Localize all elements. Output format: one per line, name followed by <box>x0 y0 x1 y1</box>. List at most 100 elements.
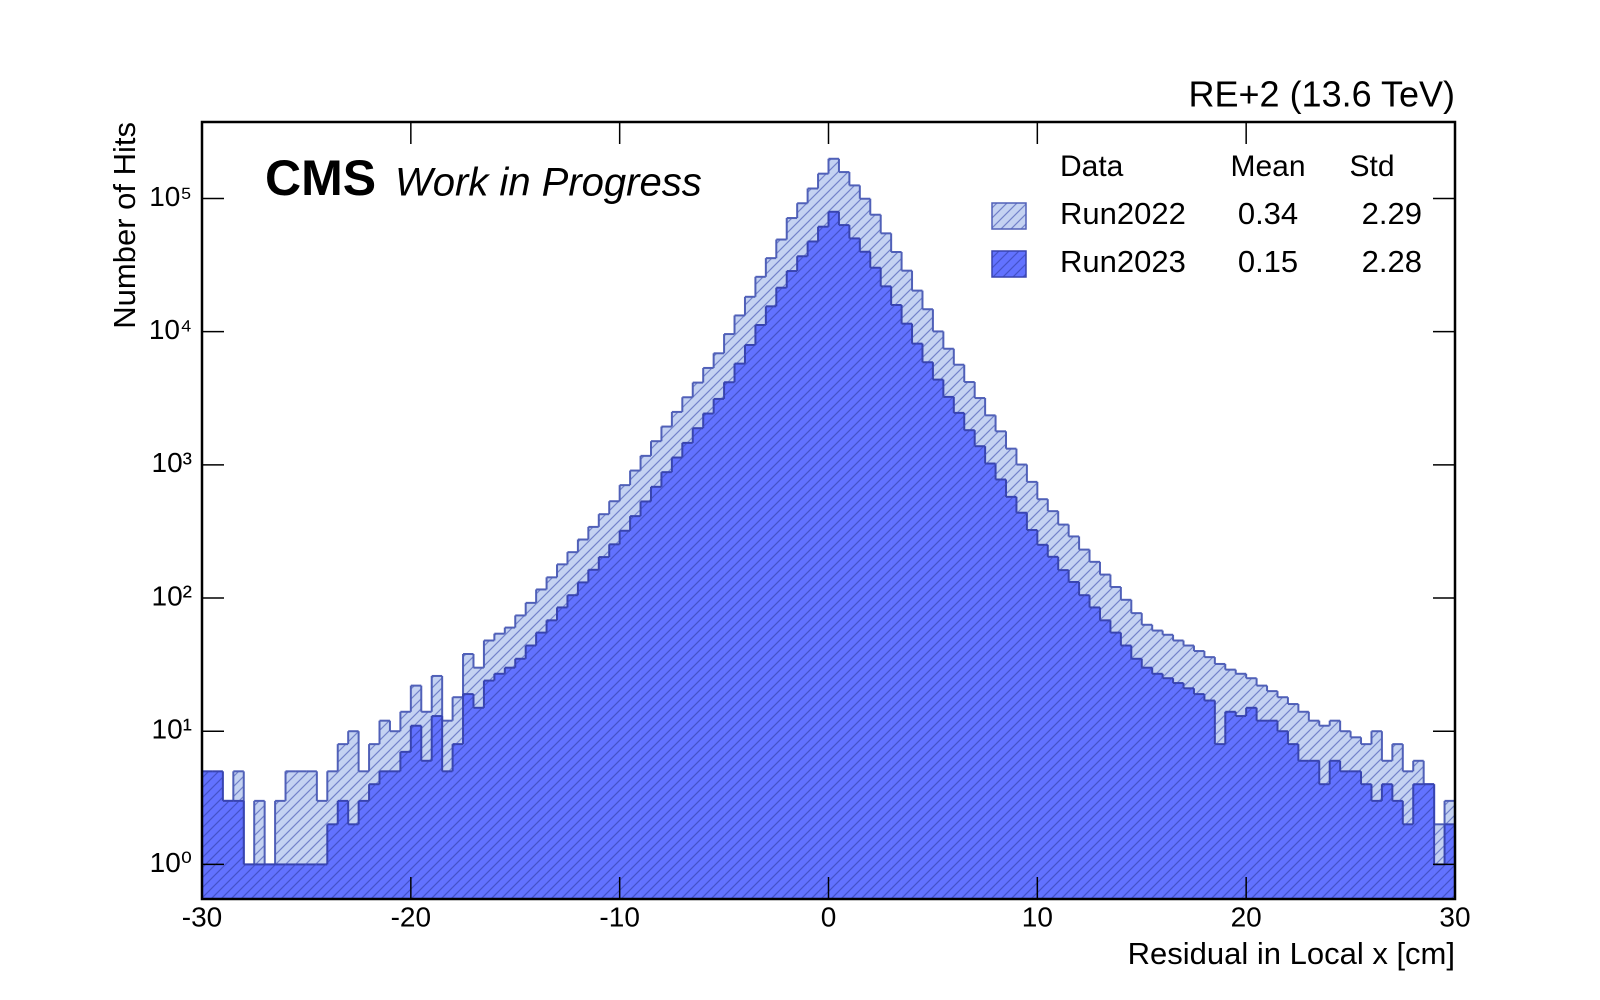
histogram-bar <box>348 731 359 899</box>
histogram-bar <box>692 428 704 899</box>
histogram-bar <box>776 287 788 899</box>
histogram-bar <box>431 716 443 899</box>
histogram-bar <box>1110 632 1122 899</box>
histogram-bar <box>1131 658 1143 899</box>
histogram-bar <box>797 256 808 899</box>
histogram-bar <box>682 442 694 899</box>
histogram-bar <box>953 412 965 899</box>
y-tick-label: 10⁵ <box>149 181 192 212</box>
histogram-bar <box>536 632 547 899</box>
histogram-bar <box>546 620 558 899</box>
histogram-bar <box>828 211 840 900</box>
histogram-bar <box>1006 496 1017 899</box>
histogram-bar <box>891 305 902 899</box>
histogram-bar <box>807 241 819 899</box>
histogram-bar <box>369 784 380 899</box>
experiment-label: CMS <box>265 150 376 206</box>
histogram-bar <box>275 864 286 899</box>
legend-header: Mean <box>1230 150 1305 183</box>
histogram-bar <box>577 582 589 899</box>
histogram-bar <box>1152 673 1163 899</box>
histogram-bar <box>859 251 871 899</box>
histogram-bar <box>1277 731 1289 899</box>
histogram-bar <box>1235 716 1247 899</box>
histogram-bar <box>1381 784 1393 899</box>
histogram-bar <box>734 363 746 899</box>
histogram-bar <box>1246 707 1257 899</box>
histogram-bar <box>744 344 756 899</box>
histogram-bar <box>442 771 453 899</box>
histogram-bar <box>964 430 975 899</box>
histogram-bar <box>1371 800 1383 899</box>
histogram-bar <box>588 569 600 899</box>
histogram-bar <box>1434 824 1445 899</box>
histogram-bar <box>275 800 286 899</box>
x-tick-label: -30 <box>182 901 222 932</box>
histogram-bar <box>650 486 662 899</box>
histogram-bar <box>295 864 307 899</box>
histogram-bar <box>1037 544 1049 899</box>
histogram-bar <box>483 680 495 899</box>
histogram-bar <box>1047 556 1059 899</box>
histogram-bar <box>1079 595 1090 899</box>
histogram-bar <box>1256 720 1268 899</box>
histogram-bar <box>316 800 328 899</box>
histogram-bar <box>995 479 1007 899</box>
histogram-bar <box>1099 620 1111 899</box>
y-tick-label: 10³ <box>152 447 192 478</box>
histogram-bar <box>1402 824 1414 899</box>
histogram-bar <box>1141 667 1153 899</box>
histogram-bar <box>640 501 652 899</box>
histogram-bar <box>1319 784 1330 899</box>
histogram-bar <box>1204 700 1216 899</box>
histogram-bar <box>463 694 474 899</box>
histogram-bar <box>703 413 714 899</box>
histogram-bar <box>1026 530 1038 899</box>
histogram-bar <box>1193 694 1205 899</box>
histogram-bar <box>525 645 537 899</box>
histogram-bar <box>1413 784 1424 899</box>
histogram-bar <box>316 864 328 899</box>
legend-header: Data <box>1060 150 1124 183</box>
histogram-bar <box>838 225 850 899</box>
legend-label: Run2022 <box>1060 196 1186 231</box>
histogram-bar <box>254 800 265 899</box>
histogram-bar <box>452 744 464 899</box>
legend-swatch <box>991 202 1027 230</box>
histogram-bar <box>671 457 683 899</box>
histogram-bar <box>264 864 276 899</box>
histogram-bar <box>755 324 767 900</box>
histogram-bar <box>1329 760 1341 899</box>
histogram-bar <box>1183 688 1195 899</box>
legend-label: Run2023 <box>1060 244 1186 279</box>
histogram-bar <box>557 607 568 899</box>
histogram-bar <box>1162 678 1174 899</box>
histogram-bar <box>630 516 641 899</box>
histogram-bar <box>306 864 318 899</box>
histogram-bar <box>943 396 955 899</box>
histogram-bar <box>1350 771 1362 899</box>
histogram-bar <box>619 530 631 899</box>
y-tick-label: 10⁰ <box>150 847 192 878</box>
histogram-bar <box>233 800 245 899</box>
histogram-bar <box>849 238 861 900</box>
histogram-bar <box>786 271 798 900</box>
chart-subtitle: Work in Progress <box>395 161 702 205</box>
legend-swatch <box>991 250 1027 278</box>
histogram-bar <box>1444 824 1456 899</box>
legend-std: 2.28 <box>1362 244 1422 279</box>
legend-mean: 0.34 <box>1238 196 1298 231</box>
x-tick-label: -10 <box>599 901 639 932</box>
histogram-bar <box>598 557 610 899</box>
y-tick-label: 10¹ <box>152 714 192 745</box>
histogram-bar <box>348 824 359 899</box>
histogram-bar <box>504 667 516 899</box>
histogram-bar <box>1058 570 1069 899</box>
histogram-bar <box>818 226 829 900</box>
histogram-bar <box>358 800 370 899</box>
histogram-bar <box>379 771 391 899</box>
histogram-bar <box>222 800 234 899</box>
histogram-bar <box>389 771 401 899</box>
y-tick-label: 10² <box>152 580 192 611</box>
